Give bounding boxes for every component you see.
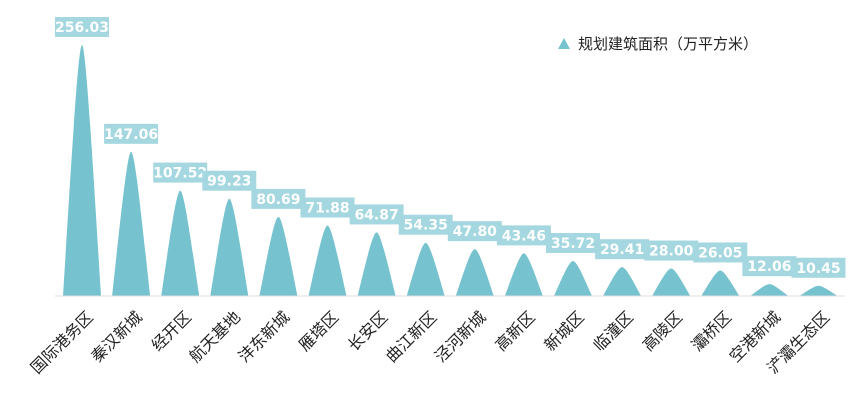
data-label-12: 28.00 <box>649 244 694 260</box>
data-label-7: 54.35 <box>404 218 448 234</box>
bar-15 <box>799 285 838 296</box>
tick-label-10: 新城区 <box>540 307 587 354</box>
bar-11 <box>603 267 642 296</box>
data-label-14: 12.06 <box>747 259 791 275</box>
tick-label-3: 航天基地 <box>185 307 244 366</box>
tick-label-9: 高新区 <box>491 307 538 354</box>
data-label-13: 26.05 <box>698 245 742 261</box>
tick-label-1: 秦汉新城 <box>87 307 146 366</box>
data-label-bg-10 <box>546 232 600 253</box>
data-label-bg-3 <box>202 170 257 191</box>
data-label-bg-11 <box>595 239 650 260</box>
tick-label-2: 经开区 <box>148 307 195 354</box>
data-label-11: 29.41 <box>600 242 644 258</box>
data-label-bg-2 <box>153 162 208 183</box>
bar-4 <box>259 216 298 296</box>
bar-5 <box>308 225 347 296</box>
data-label-2: 107.52 <box>153 166 207 182</box>
data-label-bg-8 <box>447 221 502 242</box>
bar-1 <box>112 151 151 296</box>
data-label-10: 35.72 <box>551 236 595 252</box>
data-label-0: 256.03 <box>55 20 109 36</box>
tick-label-6: 长安区 <box>344 307 391 354</box>
bar-10 <box>554 260 592 296</box>
bar-6 <box>357 232 396 296</box>
data-label-bg-7 <box>398 214 453 235</box>
data-label-15: 10.45 <box>796 261 840 277</box>
bar-8 <box>455 249 494 296</box>
bar-0 <box>63 45 101 296</box>
tick-label-5: 雁塔区 <box>295 307 342 354</box>
data-label-8: 47.80 <box>453 224 498 240</box>
bar-13 <box>701 270 740 296</box>
data-label-bg-6 <box>349 204 404 225</box>
legend-label: 规划建筑面积（万平方米） <box>578 35 759 53</box>
tick-label-0: 国际港务区 <box>27 307 97 377</box>
data-label-5: 71.88 <box>305 201 349 217</box>
data-label-bg-4 <box>251 188 306 209</box>
data-label-9: 43.46 <box>502 228 546 244</box>
bar-14 <box>750 284 789 296</box>
data-label-4: 80.69 <box>256 192 300 208</box>
data-label-bg-9 <box>496 225 551 246</box>
data-label-bg-0 <box>55 17 109 37</box>
tick-label-11: 临潼区 <box>590 307 637 354</box>
data-label-bg-5 <box>300 197 355 218</box>
tick-label-12: 高陵区 <box>639 307 686 354</box>
data-label-bg-12 <box>644 240 699 261</box>
bar-12 <box>652 268 691 296</box>
data-label-bg-1 <box>104 123 159 144</box>
tick-label-4: 沣东新城 <box>235 307 294 366</box>
data-label-3: 99.23 <box>207 174 251 190</box>
bar-7 <box>406 242 445 296</box>
bar-2 <box>161 190 200 296</box>
bar-9 <box>504 253 543 296</box>
bar-3 <box>210 198 249 296</box>
data-label-bg-15 <box>791 257 846 278</box>
tick-label-7: 曲江新区 <box>382 307 441 366</box>
data-label-1: 147.06 <box>104 127 158 143</box>
data-label-6: 64.87 <box>354 207 398 223</box>
data-label-bg-13 <box>693 242 748 263</box>
legend: 规划建筑面积（万平方米） <box>558 33 758 54</box>
tick-label-13: 灞桥区 <box>688 307 735 354</box>
data-label-bg-14 <box>742 256 797 277</box>
tick-label-8: 泾河新城 <box>431 307 490 366</box>
triangle-icon <box>558 38 570 49</box>
